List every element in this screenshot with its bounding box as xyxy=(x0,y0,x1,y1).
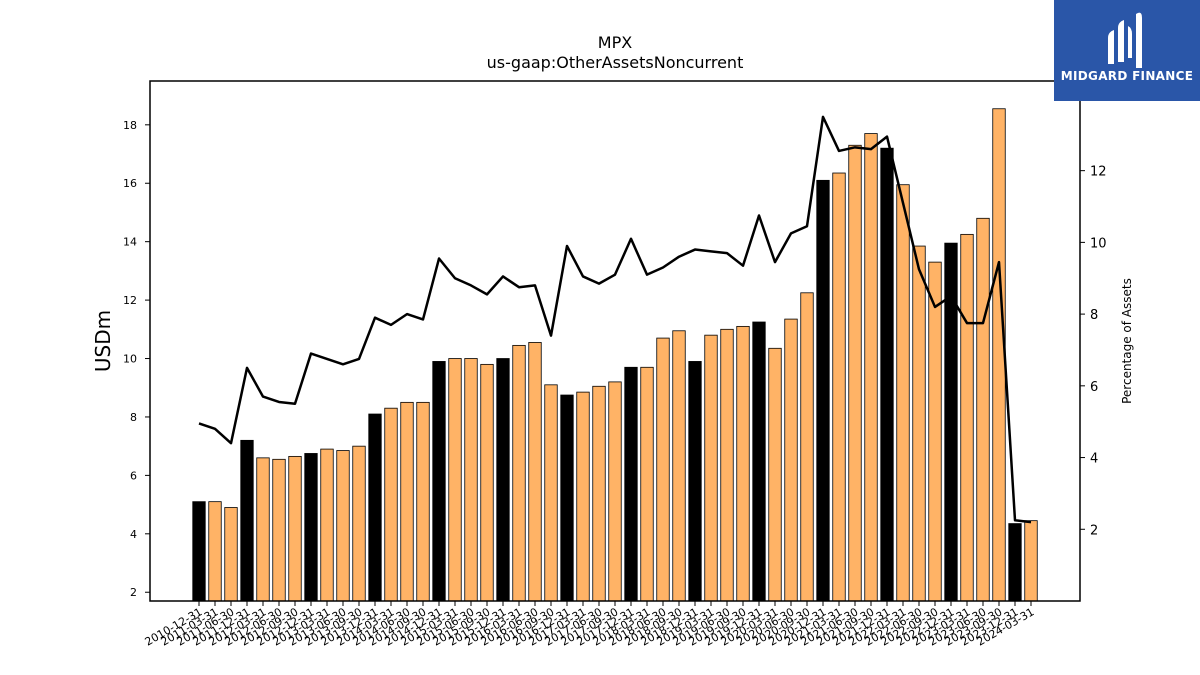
y2-axis: 2 4 6 8 10 12 xyxy=(1080,165,1107,538)
bar-2019-09-30 xyxy=(736,325,750,602)
y-tick-label: 2 xyxy=(130,586,137,599)
chart-subtitle: us-gaap:OtherAssetsNoncurrent xyxy=(487,53,744,72)
bar-2015-03-31 xyxy=(448,358,462,602)
bar-2021-12-31 xyxy=(880,147,894,602)
bar-2013-03-31 xyxy=(320,448,334,602)
bar-2014-12-31 xyxy=(432,361,446,602)
bar-2016-09-30 xyxy=(544,384,558,602)
y-tick-label: 10 xyxy=(123,353,137,366)
bar-2022-06-30 xyxy=(912,245,926,602)
line-series xyxy=(198,115,1032,524)
bar-2017-03-31 xyxy=(576,391,590,602)
bar-2023-09-30 xyxy=(992,108,1006,602)
bar-2021-06-30 xyxy=(848,144,862,602)
bar-2023-03-31 xyxy=(960,233,974,602)
y-tick-label: 4 xyxy=(130,528,137,541)
bar-2016-06-30 xyxy=(528,342,542,602)
y-tick-label: 18 xyxy=(123,119,137,132)
bar-series xyxy=(192,108,1038,602)
bar-2013-09-30 xyxy=(352,445,366,602)
bar-2015-06-30 xyxy=(464,358,478,602)
bar-2018-03-31 xyxy=(640,366,654,602)
bar-2014-03-31 xyxy=(384,407,398,602)
bar-2022-03-31 xyxy=(896,184,910,602)
bar-2020-09-30 xyxy=(800,292,814,602)
y2-tick-label: 4 xyxy=(1090,452,1098,467)
bar-2024-03-31 xyxy=(1024,520,1038,602)
bar-2019-06-30 xyxy=(720,328,734,602)
y2-tick-label: 2 xyxy=(1090,523,1098,538)
bar-2012-09-30 xyxy=(288,455,302,602)
y-tick-label: 6 xyxy=(130,469,137,482)
bar-2015-09-30 xyxy=(480,363,494,602)
bar-2011-06-30 xyxy=(224,507,238,602)
y2-tick-label: 8 xyxy=(1090,308,1098,323)
bar-2014-09-30 xyxy=(416,401,430,602)
bar-2017-09-30 xyxy=(608,381,622,602)
brand-name: MIDGARD FINANCE xyxy=(1060,69,1194,83)
y2-axis-label: Percentage of Assets xyxy=(1120,278,1134,404)
bar-2016-03-31 xyxy=(512,344,526,602)
bar-2012-06-30 xyxy=(272,458,286,602)
y-axis: 2 4 6 8 10 12 14 16 18 xyxy=(123,119,150,599)
y2-tick-label: 12 xyxy=(1090,165,1107,180)
bar-2018-06-30 xyxy=(656,337,670,602)
y2-tick-label: 10 xyxy=(1090,236,1107,251)
bar-2020-03-31 xyxy=(768,347,782,602)
y-tick-label: 12 xyxy=(123,294,137,307)
bar-2021-03-31 xyxy=(832,172,846,602)
y2-tick-label: 6 xyxy=(1090,380,1098,395)
bar-2011-12-31 xyxy=(240,439,254,602)
bar-2018-09-30 xyxy=(672,330,686,602)
bar-2018-12-31 xyxy=(688,361,702,602)
y-axis-label: USDm xyxy=(91,310,115,372)
bar-2013-06-30 xyxy=(336,450,350,602)
bar-2019-03-31 xyxy=(704,334,718,602)
bar-2012-03-31 xyxy=(256,457,270,602)
x-axis: 2010-12-312011-03-312011-06-302011-12-31… xyxy=(143,601,1037,649)
y-tick-label: 8 xyxy=(130,411,137,424)
pct-assets-line xyxy=(198,115,1032,524)
bar-2019-12-31 xyxy=(752,321,766,602)
bar-2021-09-30 xyxy=(864,133,878,602)
bar-2011-03-31 xyxy=(208,501,222,602)
bar-2023-12-31 xyxy=(1008,523,1022,602)
bar-2017-12-31 xyxy=(624,366,638,602)
bar-2015-12-31 xyxy=(496,358,510,602)
chart-title: MPX xyxy=(598,33,632,52)
y-tick-label: 16 xyxy=(123,177,137,190)
bar-2012-12-31 xyxy=(304,453,318,602)
brand-mark-icon xyxy=(1108,12,1142,68)
bar-2022-09-30 xyxy=(928,261,942,602)
bar-2020-12-31 xyxy=(816,179,830,602)
bar-2017-06-30 xyxy=(592,385,606,602)
bar-2020-06-30 xyxy=(784,318,798,602)
bar-2023-06-30 xyxy=(976,217,990,602)
bar-2013-12-31 xyxy=(368,413,382,602)
bar-2016-12-31 xyxy=(560,394,574,602)
plot-frame xyxy=(149,80,1081,602)
y-tick-label: 14 xyxy=(123,236,137,249)
brand-logo: MIDGARD FINANCE xyxy=(1054,0,1200,101)
bar-2014-06-30 xyxy=(400,401,414,602)
bar-2010-12-31 xyxy=(192,501,206,602)
